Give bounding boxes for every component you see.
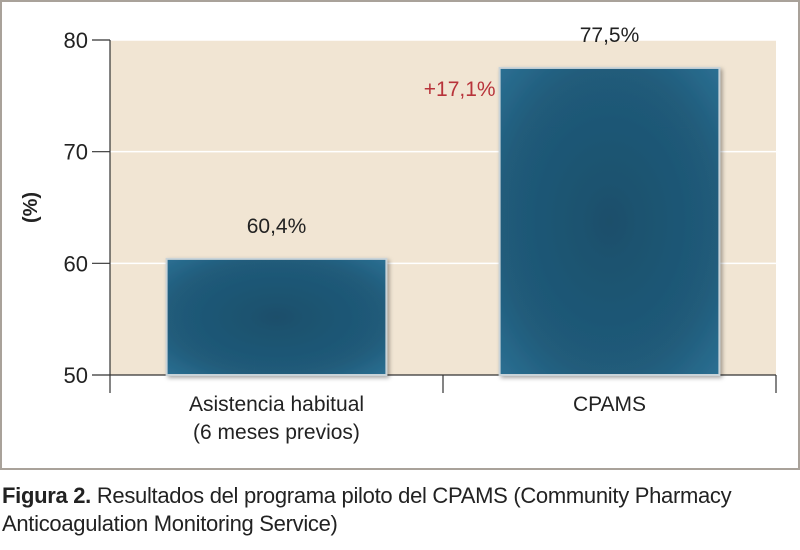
difference-annotation: +17,1% — [424, 78, 496, 101]
y-tick-label: 80 — [64, 28, 88, 53]
labels: 50 60 70 80 (%) 60,4% Asistencia habitual (6 me… — [20, 24, 646, 444]
x-category-label: Asistencia habitual — [189, 393, 364, 416]
bars — [165, 66, 721, 377]
caption-label: Figura 2. — [2, 483, 91, 508]
caption-text: Resultados del programa piloto del CPAMS… — [2, 483, 732, 536]
figure-caption: Figura 2. Resultados del programa piloto… — [2, 482, 792, 538]
y-axis-label: (%) — [20, 192, 42, 223]
y-tick-label: 70 — [64, 140, 88, 165]
x-category-label: (6 meses previos) — [193, 421, 360, 444]
bar — [498, 66, 721, 377]
bar-value-label: 77,5% — [580, 24, 640, 47]
y-tick-label: 50 — [64, 363, 88, 388]
bar — [165, 257, 388, 376]
bar-chart: 50 60 70 80 (%) 60,4% Asistencia habitual (6 me… — [20, 24, 777, 444]
x-category-label: CPAMS — [573, 393, 646, 416]
bar-value-label: 60,4% — [247, 215, 307, 238]
y-tick-label: 60 — [64, 251, 88, 276]
